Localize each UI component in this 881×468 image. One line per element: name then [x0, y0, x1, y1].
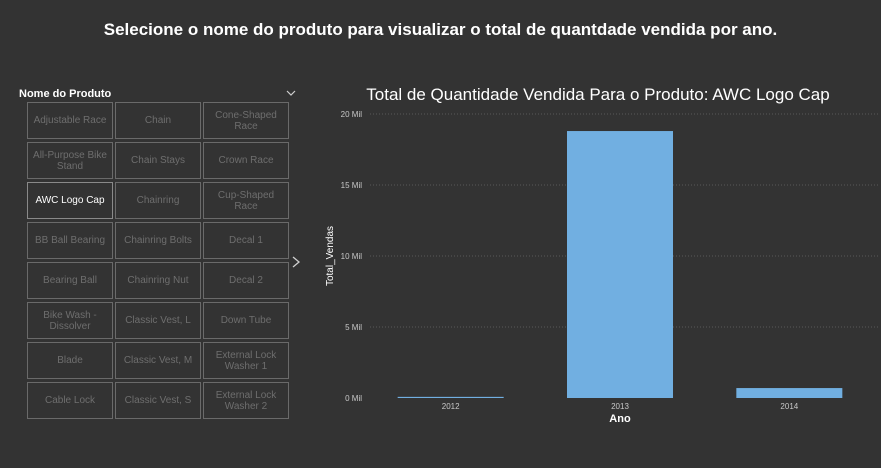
slicer-item[interactable]: BB Ball Bearing [27, 222, 113, 259]
slicer-item[interactable]: Chain Stays [115, 142, 201, 179]
page-header: Selecione o nome do produto para visuali… [103, 20, 778, 39]
slicer-item[interactable]: Cable Lock [27, 382, 113, 419]
x-tick-label: 2014 [780, 402, 798, 411]
bar [397, 396, 504, 398]
y-tick-label: 15 Mil [341, 181, 363, 190]
slicer-item[interactable]: External Lock Washer 1 [203, 342, 289, 379]
y-axis-label: Total_Vendas [325, 226, 336, 286]
slicer-item[interactable]: Chainring [115, 182, 201, 219]
y-tick-label: 0 Mil [345, 394, 362, 403]
slicer-item[interactable]: Cone-Shaped Race [203, 102, 289, 139]
slicer-item[interactable]: External Lock Washer 2 [203, 382, 289, 419]
slicer-item[interactable]: Chainring Bolts [115, 222, 201, 259]
slicer-item[interactable]: Adjustable Race [27, 102, 113, 139]
chevron-down-icon[interactable] [284, 86, 298, 100]
x-tick-label: 2012 [442, 402, 460, 411]
x-axis-label: Ano [609, 413, 631, 425]
product-slicer: Adjustable Race Chain Cone-Shaped Race All-… [27, 102, 289, 419]
slicer-item[interactable]: Chain [115, 102, 201, 139]
chart-title: Total de Quantidade Vendida Para o Produ… [366, 85, 830, 104]
slicer-item[interactable]: Classic Vest, S [115, 382, 201, 419]
y-tick-label: 5 Mil [345, 323, 362, 332]
slicer-item[interactable]: Bike Wash - Dissolver [27, 302, 113, 339]
y-tick-label: 20 Mil [341, 110, 363, 119]
slicer-item[interactable]: All-Purpose Bike Stand [27, 142, 113, 179]
bar [567, 131, 673, 399]
chevron-right-icon[interactable] [289, 254, 303, 270]
bar [736, 388, 843, 398]
slicer-item[interactable]: Down Tube [203, 302, 289, 339]
slicer-item[interactable]: Blade [27, 342, 113, 379]
slicer-item[interactable]: Decal 1 [203, 222, 289, 259]
slicer-item[interactable]: AWC Logo Cap [27, 182, 113, 219]
slicer-item[interactable]: Cup-Shaped Race [203, 182, 289, 219]
slicer-item[interactable]: Classic Vest, L [115, 302, 201, 339]
slicer-title: Nome do Produto [19, 88, 112, 100]
x-tick-label: 2013 [611, 402, 629, 411]
slicer-item[interactable]: Chainring Nut [115, 262, 201, 299]
slicer-item[interactable]: Bearing Ball [27, 262, 113, 299]
slicer-item[interactable]: Crown Race [203, 142, 289, 179]
slicer-item[interactable]: Classic Vest, M [115, 342, 201, 379]
slicer-item[interactable]: Decal 2 [203, 262, 289, 299]
y-tick-label: 10 Mil [341, 252, 363, 261]
